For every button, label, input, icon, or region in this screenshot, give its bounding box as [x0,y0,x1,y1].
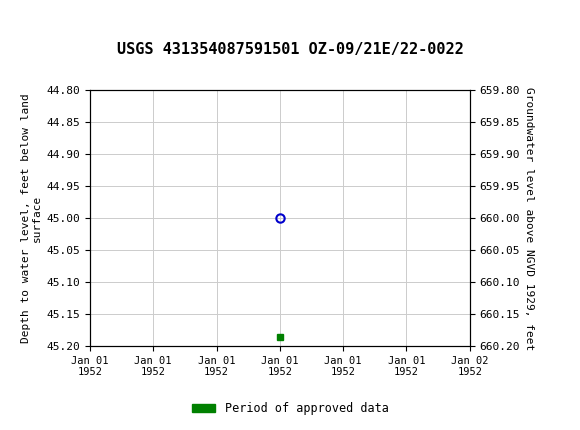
Y-axis label: Groundwater level above NGVD 1929, feet: Groundwater level above NGVD 1929, feet [524,86,534,350]
Legend: Period of approved data: Period of approved data [187,397,393,420]
Y-axis label: Depth to water level, feet below land
surface: Depth to water level, feet below land su… [21,93,42,343]
Text: USGS 431354087591501 OZ-09/21E/22-0022: USGS 431354087591501 OZ-09/21E/22-0022 [117,42,463,57]
Text: ≡USGS: ≡USGS [3,9,74,27]
